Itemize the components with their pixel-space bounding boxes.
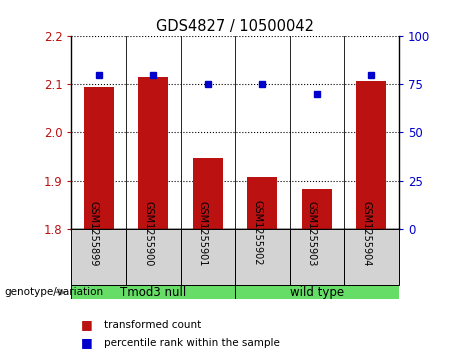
FancyBboxPatch shape <box>235 229 290 285</box>
Bar <box>138 77 168 229</box>
Text: GSM1255901: GSM1255901 <box>198 200 208 266</box>
FancyBboxPatch shape <box>71 229 126 285</box>
Text: GSM1255902: GSM1255902 <box>252 200 262 266</box>
FancyBboxPatch shape <box>181 229 235 285</box>
Bar <box>302 189 332 229</box>
Bar <box>71 285 235 299</box>
Bar <box>356 81 386 229</box>
Text: GSM1255899: GSM1255899 <box>89 200 99 266</box>
Text: ■: ■ <box>81 337 92 350</box>
Text: genotype/variation: genotype/variation <box>5 287 104 297</box>
FancyBboxPatch shape <box>126 229 181 285</box>
Text: GSM1255900: GSM1255900 <box>143 200 153 266</box>
FancyBboxPatch shape <box>290 229 344 285</box>
Text: wild type: wild type <box>290 286 344 299</box>
Text: GSM1255903: GSM1255903 <box>307 200 317 266</box>
Bar <box>248 177 278 229</box>
Bar <box>84 87 114 229</box>
FancyBboxPatch shape <box>344 229 399 285</box>
Bar <box>193 158 223 229</box>
Text: Tmod3 null: Tmod3 null <box>120 286 186 299</box>
Text: GSM1255904: GSM1255904 <box>361 200 372 266</box>
Title: GDS4827 / 10500042: GDS4827 / 10500042 <box>156 19 314 34</box>
Text: percentile rank within the sample: percentile rank within the sample <box>104 338 280 348</box>
Bar <box>235 285 399 299</box>
Text: ■: ■ <box>81 318 92 331</box>
Text: transformed count: transformed count <box>104 320 201 330</box>
